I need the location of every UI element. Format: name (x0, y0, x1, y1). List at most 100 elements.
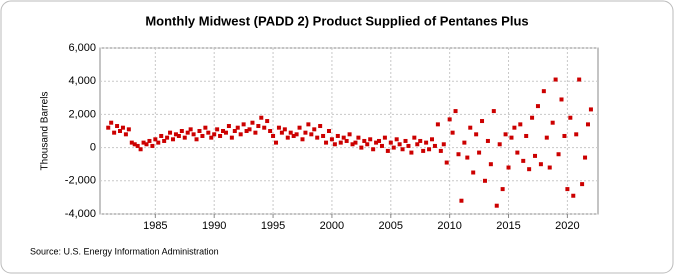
point (571, 193, 576, 198)
x-tick-label: 2000 (320, 220, 344, 232)
point (497, 142, 502, 147)
point (176, 133, 181, 138)
y-tick-label: -4,000 (65, 208, 96, 220)
point (468, 125, 473, 130)
point (188, 127, 193, 132)
point (265, 119, 270, 124)
point (406, 143, 411, 148)
y-tick-label: 2,000 (68, 108, 96, 120)
point (394, 137, 399, 142)
point (432, 143, 437, 148)
point (512, 125, 517, 130)
y-tick-label: 6,000 (68, 42, 96, 54)
point (238, 132, 243, 137)
point (418, 138, 423, 143)
point (288, 130, 293, 135)
x-tick-label: 2005 (379, 220, 403, 232)
point (347, 132, 352, 137)
point (306, 122, 311, 127)
point (268, 129, 273, 133)
point (123, 132, 128, 137)
point (129, 140, 134, 145)
point (471, 170, 476, 175)
point (309, 132, 314, 137)
point (382, 135, 387, 140)
y-axis-label: Thousand Barrels (40, 92, 51, 171)
point (385, 148, 390, 153)
point (318, 124, 323, 129)
point (488, 162, 493, 167)
point (500, 187, 505, 192)
point (412, 135, 417, 140)
point (144, 142, 149, 147)
point (206, 130, 211, 135)
point (559, 97, 564, 102)
point (135, 143, 140, 148)
point (247, 127, 252, 132)
point (226, 124, 231, 129)
point (168, 130, 173, 135)
x-tick-label: 1995 (261, 220, 285, 232)
point (521, 158, 526, 163)
point (197, 129, 202, 133)
y-tick-label: 0 (90, 142, 96, 154)
point (315, 135, 320, 140)
point (106, 125, 111, 130)
point (535, 104, 540, 109)
point (379, 143, 384, 148)
point (400, 147, 405, 152)
point (485, 138, 490, 143)
point (421, 148, 426, 153)
point (271, 133, 276, 138)
point (430, 137, 434, 142)
point (324, 140, 329, 145)
point (509, 135, 514, 140)
point (212, 132, 217, 137)
point (565, 187, 570, 192)
point (182, 135, 187, 140)
point (494, 203, 499, 208)
point (538, 162, 543, 167)
x-tick-label: 2010 (437, 220, 461, 232)
point (141, 140, 146, 145)
point (409, 150, 414, 155)
point (165, 135, 170, 140)
point (518, 122, 523, 127)
point (577, 77, 582, 82)
point (109, 120, 114, 125)
point (459, 198, 464, 203)
point (588, 107, 593, 112)
point (353, 140, 358, 145)
point (530, 115, 535, 120)
point (524, 133, 529, 138)
point (344, 138, 349, 143)
point (173, 132, 178, 137)
point (456, 152, 461, 157)
point (338, 140, 343, 145)
point (515, 150, 520, 155)
point (250, 120, 255, 125)
point (132, 142, 137, 147)
point (115, 124, 120, 129)
point (291, 133, 296, 138)
y-tick-label: 4,000 (68, 75, 96, 87)
point (179, 129, 184, 133)
point (474, 132, 479, 137)
point (480, 119, 485, 124)
point (359, 145, 364, 150)
point (276, 125, 281, 130)
point (415, 142, 420, 147)
point (218, 133, 223, 138)
chart-title: Monthly Midwest (PADD 2) Product Supplie… (145, 13, 528, 28)
point (447, 117, 452, 122)
point (256, 124, 261, 129)
point (120, 125, 125, 130)
point (112, 130, 117, 135)
point (583, 155, 588, 160)
source: Source: U.S. Energy Information Administ… (30, 246, 219, 256)
point (450, 130, 455, 135)
point (550, 120, 555, 125)
point (312, 127, 317, 132)
point (241, 122, 246, 127)
